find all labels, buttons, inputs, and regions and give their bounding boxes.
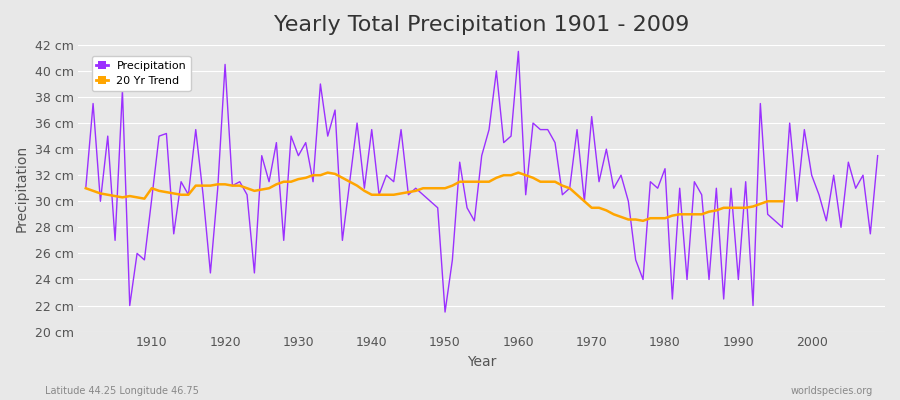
Legend: Precipitation, 20 Yr Trend: Precipitation, 20 Yr Trend bbox=[92, 56, 191, 91]
Title: Yearly Total Precipitation 1901 - 2009: Yearly Total Precipitation 1901 - 2009 bbox=[274, 15, 689, 35]
Text: Latitude 44.25 Longitude 46.75: Latitude 44.25 Longitude 46.75 bbox=[45, 386, 199, 396]
X-axis label: Year: Year bbox=[467, 355, 497, 369]
Text: worldspecies.org: worldspecies.org bbox=[791, 386, 873, 396]
Y-axis label: Precipitation: Precipitation bbox=[15, 145, 29, 232]
